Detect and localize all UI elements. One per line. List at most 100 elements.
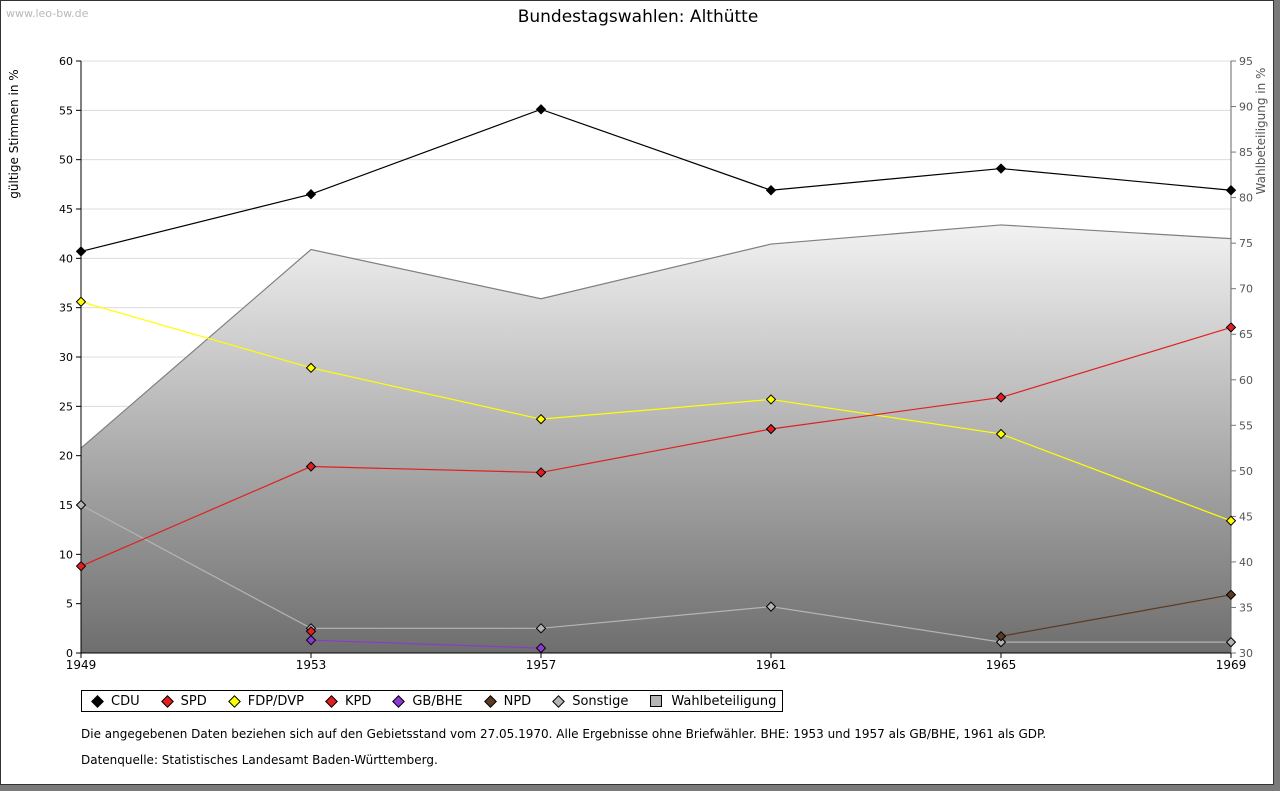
series-line-npd [1000,594,1232,637]
watermark: www.leo-bw.de [6,7,89,20]
footnote-source: Datenquelle: Statistisches Landesamt Bad… [81,753,438,767]
y-axis-label: gültige Stimmen in % [7,69,21,198]
point-spd-1957 [535,467,547,478]
series-line-cdu [80,108,1232,253]
point-fdp-dvp-1965 [995,428,1007,440]
x-tick-label-1961: 1961 [756,658,787,672]
legend-marker-gb-bhe [392,694,406,708]
legend-item-wahlbeteiligung: Wahlbeteiligung [648,694,776,709]
legend-item-npd: NPD [483,693,532,709]
y-tick-label-0: 0 [66,647,73,660]
point-fdp-dvp-1969 [1225,515,1237,526]
y2-tick-label-50: 50 [1239,465,1253,478]
point-sonstige-1965 [995,636,1007,648]
footnote-data-note: Die angegebenen Daten beziehen sich auf … [81,727,1047,741]
y-tick-label-25: 25 [59,400,73,413]
legend-item-kpd: KPD [324,694,371,709]
y-tick-label-10: 10 [59,548,73,561]
legend-marker-spd [160,694,174,708]
y2-tick-label-95: 95 [1239,55,1253,68]
series-line-gb-bhe [310,639,542,649]
point-spd-1969 [1225,322,1237,333]
x-tick-label-1957: 1957 [526,658,557,672]
point-gb-bhe-1957 [535,642,547,654]
y-tick-label-20: 20 [59,450,73,463]
x-tick-label-1953: 1953 [296,658,327,672]
y2-tick-label-55: 55 [1239,419,1253,432]
legend-marker-sonstige [552,694,566,708]
legend-label-fdp-dvp: FDP/DVP [247,693,304,709]
point-fdp-dvp-1957 [535,413,547,425]
legend-label-sonstige: Sonstige [572,693,629,709]
y2-tick-label-90: 90 [1239,101,1253,114]
series-line-fdp-dvp [80,301,1232,522]
legend-marker-npd [483,694,497,708]
series-line-spd [80,326,1232,567]
y-tick-label-50: 50 [59,154,73,167]
series-line-sonstige [80,504,1231,643]
area-outline-wahlbeteiligung [80,224,1232,449]
legend-item-spd: SPD [160,694,207,709]
point-fdp-dvp-1953 [305,362,317,374]
point-spd-1953 [305,461,317,472]
point-fdp-dvp-1949 [75,296,87,307]
y-tick-label-35: 35 [59,302,73,315]
legend-marker-wahlbeteiligung [650,695,663,707]
y-tick-label-45: 45 [59,203,73,216]
point-spd-1949 [75,560,87,572]
point-sonstige-1949 [75,499,87,511]
plot-area: 0 5 10 15 20 25 30 35 40 45 50 55 60 30 35 40 45 50 55 60 65… [59,55,1253,672]
x-tick-label-1965: 1965 [986,658,1017,672]
point-sonstige-1969 [1225,636,1237,648]
point-cdu-1949 [75,246,87,257]
legend: CDU SPD FDP/DVP KPD GB/BHE NPD Sonstige [81,690,784,712]
point-cdu-1965 [995,163,1007,174]
legend-label-spd: SPD [180,693,207,709]
point-cdu-1961 [765,185,777,196]
legend-label-gb-bhe: GB/BHE [412,693,463,709]
y2-tick-label-45: 45 [1239,510,1253,523]
y2-axis-label: Wahlbeteiligung in % [1254,68,1268,195]
legend-item-fdp-dvp: FDP/DVP [227,694,304,709]
legend-marker-cdu [91,694,104,708]
y-tick-label-60: 60 [59,55,73,68]
legend-item-gb-bhe: GB/BHE [391,693,463,709]
y2-tick-label-70: 70 [1239,283,1253,296]
x-tick-label-1949: 1949 [66,658,97,672]
y2-tick-label-30: 30 [1239,647,1253,660]
y-tick-label-5: 5 [66,598,73,611]
legend-label-npd: NPD [503,693,532,709]
point-spd-1961 [765,423,777,435]
y-tick-label-30: 30 [59,351,73,364]
point-kpd-1953 [305,626,317,637]
point-npd-1965 [995,631,1007,642]
point-sonstige-1961 [765,601,777,612]
legend-item-cdu: CDU [90,694,140,709]
point-cdu-1957 [535,104,547,115]
x-tick-label-1969: 1969 [1216,658,1247,672]
y-tick-label-55: 55 [59,104,73,117]
y2-tick-label-65: 65 [1239,328,1253,341]
point-npd-1969 [1225,589,1237,600]
point-gb-bhe-1953 [305,634,317,646]
y2-tick-label-60: 60 [1239,374,1253,387]
legend-label-wahlbeteiligung: Wahlbeteiligung [671,693,777,709]
area-wahlbeteiligung [81,224,1231,653]
y2-tick-label-85: 85 [1239,146,1253,159]
y2-tick-label-40: 40 [1239,556,1253,569]
chart-title: Bundestagswahlen: Althütte [518,7,759,27]
y2-tick-label-80: 80 [1239,192,1253,205]
legend-item-sonstige: Sonstige [551,694,628,709]
point-spd-1965 [995,392,1007,403]
y-tick-label-15: 15 [59,499,73,512]
point-cdu-1953 [305,188,317,200]
legend-marker-kpd [325,694,338,708]
legend-label-cdu: CDU [111,693,140,709]
y-tick-label-40: 40 [59,252,73,265]
point-fdp-dvp-1961 [765,394,777,405]
legend-marker-fdp-dvp [227,694,241,708]
point-cdu-1969 [1225,185,1237,196]
point-sonstige-1957 [535,623,547,634]
